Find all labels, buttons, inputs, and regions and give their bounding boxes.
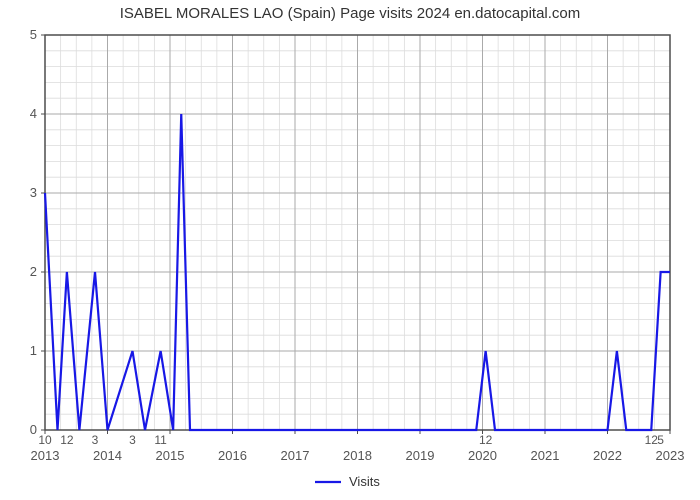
- legend-label: Visits: [349, 474, 380, 489]
- spike-label: 12: [645, 433, 659, 447]
- y-tick-label: 1: [30, 343, 37, 358]
- x-year-label: 2016: [218, 448, 247, 463]
- chart-title: ISABEL MORALES LAO (Spain) Page visits 2…: [120, 5, 581, 22]
- y-tick-label: 5: [30, 27, 37, 42]
- x-year-label: 2019: [406, 448, 435, 463]
- x-year-label: 2013: [31, 448, 60, 463]
- x-year-label: 2023: [656, 448, 685, 463]
- x-year-label: 2015: [156, 448, 185, 463]
- x-year-label: 2014: [93, 448, 122, 463]
- visits-chart: ISABEL MORALES LAO (Spain) Page visits 2…: [0, 0, 700, 500]
- x-year-label: 2022: [593, 448, 622, 463]
- y-tick-label: 0: [30, 422, 37, 437]
- x-year-label: 2017: [281, 448, 310, 463]
- y-tick-label: 4: [30, 106, 37, 121]
- spike-label: 12: [479, 433, 493, 447]
- y-tick-label: 2: [30, 264, 37, 279]
- spike-label: 12: [60, 433, 74, 447]
- spike-label: 5: [657, 433, 664, 447]
- x-year-label: 2021: [531, 448, 560, 463]
- spike-label: 10: [38, 433, 52, 447]
- spike-label: 3: [129, 433, 136, 447]
- x-year-label: 2018: [343, 448, 372, 463]
- x-year-label: 2020: [468, 448, 497, 463]
- spike-label: 3: [92, 433, 99, 447]
- chart-bg: [0, 0, 700, 500]
- y-tick-label: 3: [30, 185, 37, 200]
- spike-label: 11: [154, 433, 167, 447]
